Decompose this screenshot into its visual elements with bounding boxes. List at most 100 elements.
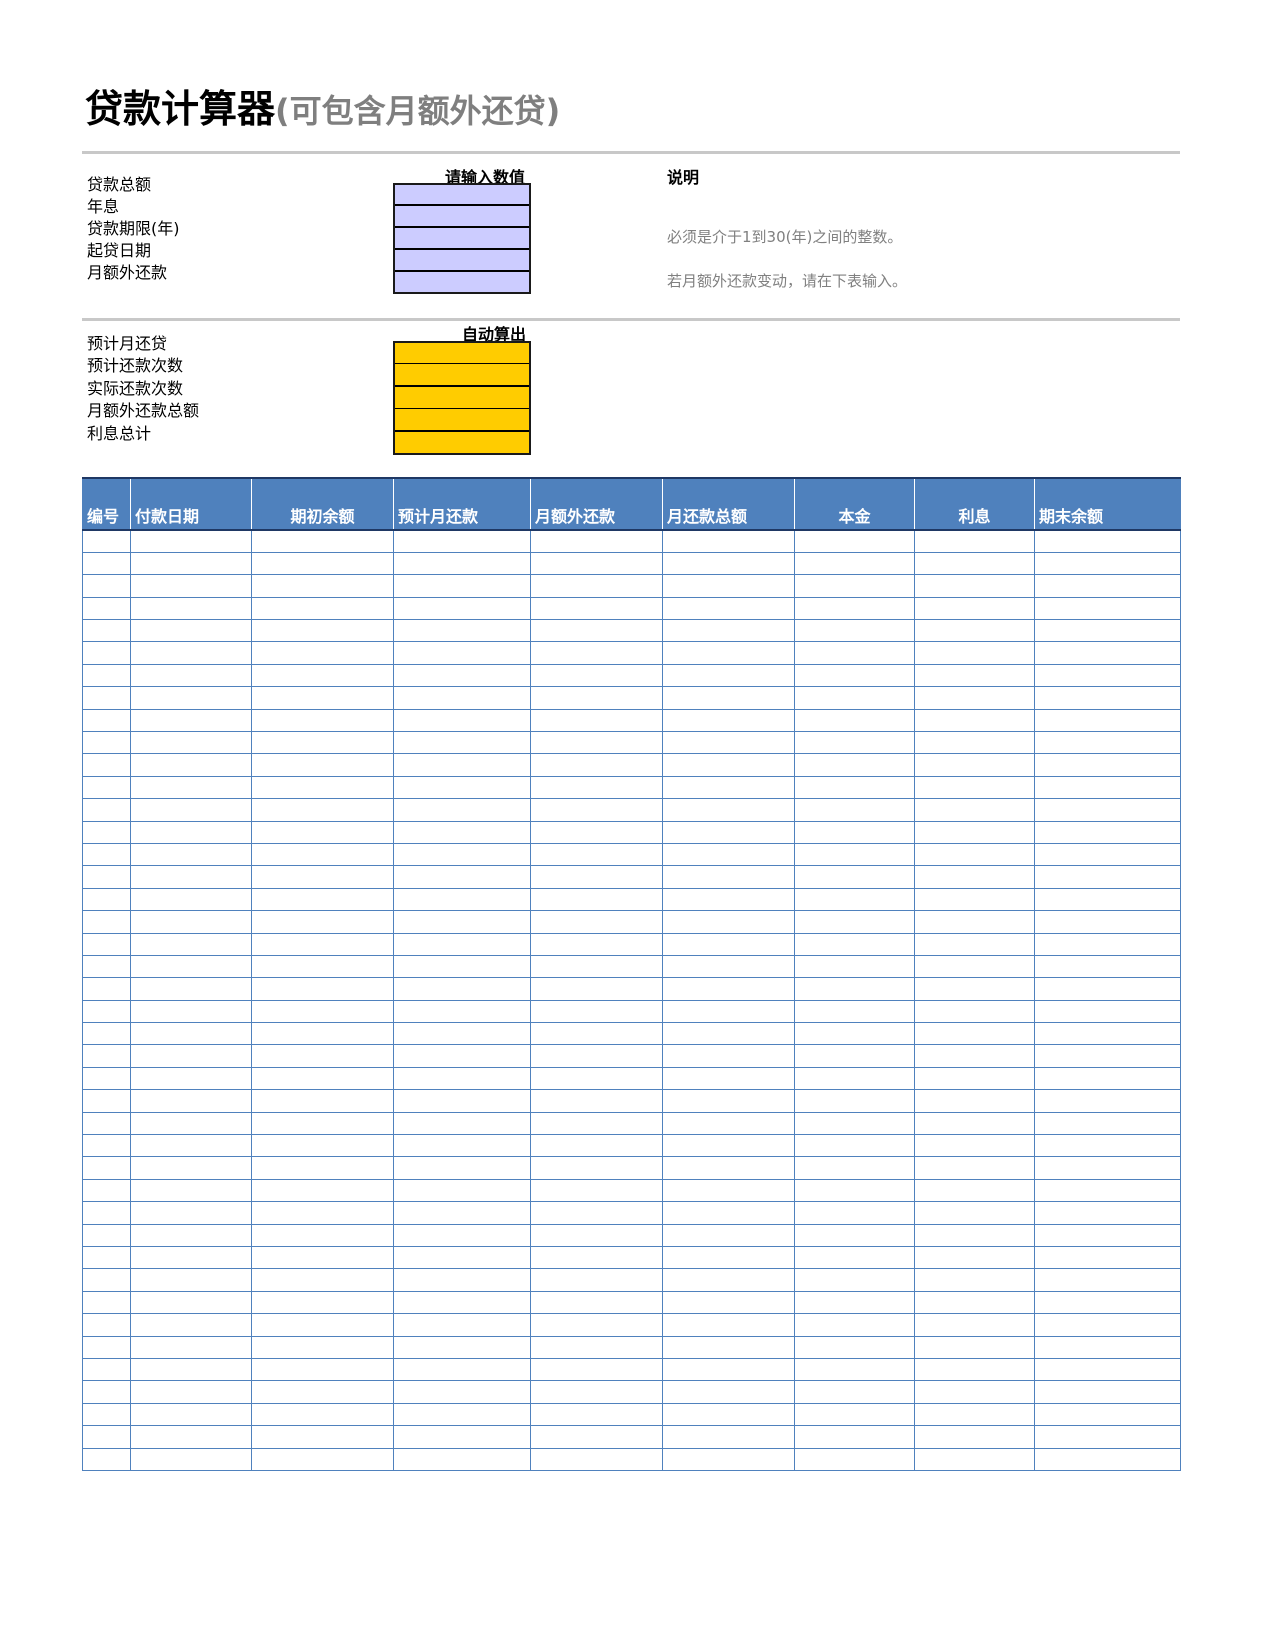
table-cell[interactable] xyxy=(1034,977,1181,1001)
table-cell[interactable] xyxy=(1034,753,1181,777)
table-cell[interactable] xyxy=(914,932,1035,956)
table-cell[interactable] xyxy=(251,1380,394,1404)
table-cell[interactable] xyxy=(1034,999,1181,1024)
table-cell[interactable] xyxy=(130,842,252,867)
table-cell[interactable] xyxy=(130,820,252,844)
table-cell[interactable] xyxy=(662,641,795,665)
table-cell[interactable] xyxy=(82,1066,131,1091)
table-cell[interactable] xyxy=(914,977,1035,1001)
table-cell[interactable] xyxy=(794,865,915,889)
table-cell[interactable] xyxy=(662,887,795,912)
table-cell[interactable] xyxy=(914,1447,1035,1471)
table-cell[interactable] xyxy=(914,999,1035,1024)
table-cell[interactable] xyxy=(393,663,531,688)
table-cell[interactable] xyxy=(251,775,394,800)
table-cell[interactable] xyxy=(914,1313,1035,1337)
table-cell[interactable] xyxy=(794,1402,915,1427)
table-cell[interactable] xyxy=(130,596,252,621)
table-cell[interactable] xyxy=(82,1178,131,1203)
table-cell[interactable] xyxy=(1034,1380,1181,1404)
table-cell[interactable] xyxy=(82,932,131,956)
table-cell[interactable] xyxy=(130,731,252,755)
table-cell[interactable] xyxy=(794,1156,915,1180)
table-cell[interactable] xyxy=(393,1066,531,1091)
table-cell[interactable] xyxy=(794,842,915,867)
table-cell[interactable] xyxy=(1034,619,1181,643)
table-cell[interactable] xyxy=(794,820,915,844)
table-cell[interactable] xyxy=(393,977,531,1001)
table-cell[interactable] xyxy=(1034,1290,1181,1315)
table-cell[interactable] xyxy=(794,1223,915,1248)
column-header[interactable]: 月还款总额 xyxy=(662,477,795,531)
table-cell[interactable] xyxy=(1034,1201,1181,1225)
input-cell[interactable] xyxy=(393,249,530,271)
table-cell[interactable] xyxy=(393,1022,531,1046)
table-cell[interactable] xyxy=(82,999,131,1024)
table-cell[interactable] xyxy=(662,663,795,688)
table-cell[interactable] xyxy=(393,887,531,912)
table-cell[interactable] xyxy=(251,1425,394,1449)
table-cell[interactable] xyxy=(662,910,795,934)
table-cell[interactable] xyxy=(914,865,1035,889)
table-cell[interactable] xyxy=(662,1134,795,1158)
table-cell[interactable] xyxy=(914,954,1035,979)
table-cell[interactable] xyxy=(393,1156,531,1180)
table-cell[interactable] xyxy=(1034,1044,1181,1068)
table-cell[interactable] xyxy=(393,1290,531,1315)
table-cell[interactable] xyxy=(251,1290,394,1315)
table-cell[interactable] xyxy=(1034,798,1181,822)
table-cell[interactable] xyxy=(530,842,663,867)
table-cell[interactable] xyxy=(530,1313,663,1337)
table-cell[interactable] xyxy=(914,731,1035,755)
table-cell[interactable] xyxy=(794,1022,915,1046)
table-cell[interactable] xyxy=(82,775,131,800)
table-cell[interactable] xyxy=(130,798,252,822)
column-header[interactable]: 本金 xyxy=(794,477,915,531)
table-cell[interactable] xyxy=(130,686,252,710)
table-cell[interactable] xyxy=(82,887,131,912)
table-cell[interactable] xyxy=(914,910,1035,934)
table-cell[interactable] xyxy=(393,1245,531,1270)
table-cell[interactable] xyxy=(662,820,795,844)
table-cell[interactable] xyxy=(530,1022,663,1046)
table-cell[interactable] xyxy=(82,574,131,598)
table-cell[interactable] xyxy=(1034,551,1181,576)
table-cell[interactable] xyxy=(914,842,1035,867)
table-cell[interactable] xyxy=(1034,1156,1181,1180)
table-cell[interactable] xyxy=(251,910,394,934)
input-cell[interactable] xyxy=(393,183,530,205)
table-cell[interactable] xyxy=(1034,865,1181,889)
table-cell[interactable] xyxy=(251,977,394,1001)
table-cell[interactable] xyxy=(1034,1089,1181,1113)
table-cell[interactable] xyxy=(662,865,795,889)
table-cell[interactable] xyxy=(530,708,663,733)
table-cell[interactable] xyxy=(82,1335,131,1359)
column-header[interactable]: 月额外还款 xyxy=(530,477,663,531)
table-cell[interactable] xyxy=(662,619,795,643)
table-cell[interactable] xyxy=(393,1089,531,1113)
table-cell[interactable] xyxy=(393,999,531,1024)
table-cell[interactable] xyxy=(251,1313,394,1337)
table-cell[interactable] xyxy=(794,1380,915,1404)
table-cell[interactable] xyxy=(914,753,1035,777)
table-cell[interactable] xyxy=(251,619,394,643)
table-cell[interactable] xyxy=(530,910,663,934)
table-cell[interactable] xyxy=(251,954,394,979)
table-cell[interactable] xyxy=(914,1201,1035,1225)
table-cell[interactable] xyxy=(914,1089,1035,1113)
table-cell[interactable] xyxy=(130,1156,252,1180)
table-cell[interactable] xyxy=(914,641,1035,665)
table-cell[interactable] xyxy=(914,820,1035,844)
table-cell[interactable] xyxy=(393,708,531,733)
table-cell[interactable] xyxy=(914,798,1035,822)
table-cell[interactable] xyxy=(1034,1268,1181,1292)
table-cell[interactable] xyxy=(1034,641,1181,665)
table-cell[interactable] xyxy=(1034,887,1181,912)
table-cell[interactable] xyxy=(393,1178,531,1203)
table-cell[interactable] xyxy=(130,1425,252,1449)
table-cell[interactable] xyxy=(662,775,795,800)
table-cell[interactable] xyxy=(393,596,531,621)
table-cell[interactable] xyxy=(251,1044,394,1068)
table-cell[interactable] xyxy=(530,865,663,889)
table-cell[interactable] xyxy=(530,529,663,553)
